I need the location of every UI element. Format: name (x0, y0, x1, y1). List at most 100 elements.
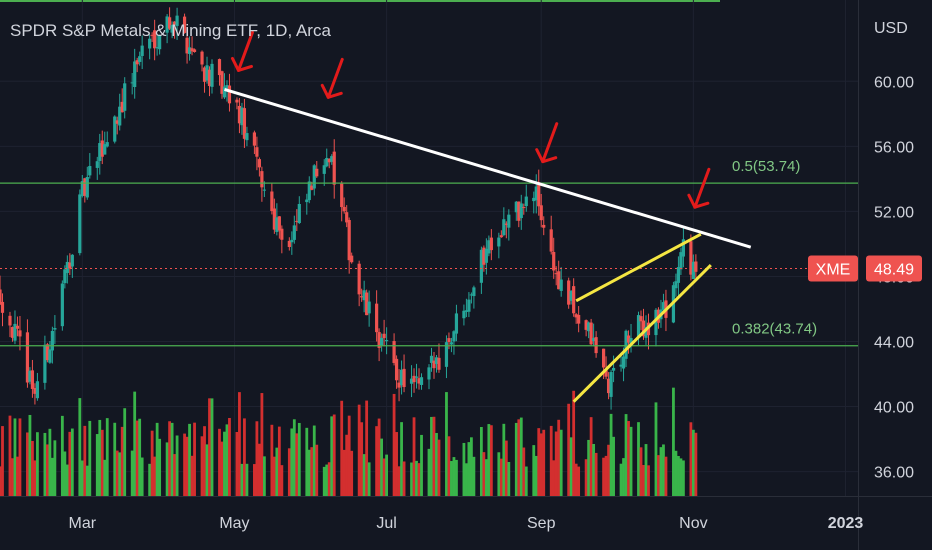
candle-body (427, 367, 431, 380)
volume-bar (467, 442, 471, 496)
volume-bar (150, 430, 154, 496)
candle-body (577, 314, 581, 324)
volume-bar (45, 444, 49, 496)
volume-bar (472, 456, 476, 496)
candle-body (295, 220, 299, 222)
volume-bar (185, 436, 189, 496)
wedge-lower-line (572, 264, 712, 403)
candle-body (357, 263, 361, 295)
candle-body (499, 235, 503, 238)
candle-body (205, 65, 209, 81)
symbol-tag-label: XME (816, 261, 851, 278)
candle-body (382, 333, 386, 339)
volume-bar (602, 457, 605, 496)
candle-body (384, 339, 389, 342)
candle-body (275, 217, 279, 232)
volume-bar (277, 426, 281, 496)
volume-bar (534, 455, 538, 496)
volume-bar (205, 444, 209, 496)
arrow-shaft (236, 30, 254, 72)
volume-bar (549, 425, 553, 496)
candle-body (691, 261, 695, 279)
candle-body (245, 133, 249, 141)
candle-body (539, 205, 543, 221)
candle-body (589, 322, 593, 345)
candle-body (676, 267, 681, 283)
volume-bar (240, 463, 244, 496)
volume-bar (238, 392, 241, 496)
volume-bar (138, 418, 142, 496)
candle-body (210, 63, 214, 87)
volume-bar (482, 452, 486, 496)
volume-bar (26, 432, 29, 496)
price-tick-label: 56.00 (874, 139, 914, 156)
candle-body (60, 283, 64, 327)
candle-body (312, 165, 316, 189)
candle-body (392, 341, 396, 363)
volume-bar (397, 466, 401, 496)
candle-body (103, 144, 107, 155)
volume-bar (350, 450, 354, 496)
volume-bar (330, 416, 334, 496)
volume-bar (622, 458, 625, 496)
candle-body (168, 17, 172, 29)
candle-body (429, 355, 434, 363)
volume-bar (168, 421, 172, 496)
volume-bar (115, 450, 119, 496)
candle-body (277, 216, 281, 231)
candle-body (434, 357, 439, 364)
candle-body (135, 60, 139, 65)
volume-bar (123, 408, 127, 496)
volume-bar (517, 419, 521, 496)
candle-body (482, 247, 486, 265)
volume-bar (584, 459, 588, 496)
candle-body (192, 49, 197, 53)
time-tick-label: Jul (376, 515, 396, 532)
candle-body (50, 330, 54, 351)
candle-body (310, 185, 314, 190)
red-arrow (230, 30, 254, 72)
volume-bar (365, 400, 369, 496)
candle-body (554, 273, 558, 275)
candle-body (469, 294, 474, 296)
volume-bar (208, 398, 211, 496)
volume-bar (1, 426, 4, 496)
candle-body (33, 388, 37, 394)
trend-line (224, 88, 752, 249)
volume-bar (691, 429, 695, 496)
volume-bar (360, 422, 364, 496)
volume-bar (694, 432, 698, 496)
volume-bar (647, 465, 650, 496)
volume-bar (567, 403, 571, 496)
candle-body (8, 315, 12, 326)
candle-body (654, 309, 658, 336)
volume-bar (50, 457, 54, 496)
candle-body (292, 225, 296, 240)
volume-bar (235, 431, 239, 496)
candle-body (472, 287, 476, 297)
arrow-shaft (326, 57, 344, 99)
volume-bar (48, 428, 52, 496)
candle-body (412, 375, 416, 383)
candle-body (63, 269, 67, 284)
candle-body (272, 208, 276, 230)
candle-body (567, 280, 571, 305)
volume-bar (183, 433, 186, 496)
candle-body (0, 289, 2, 305)
volume-bar (173, 454, 176, 496)
volume-bar (552, 460, 556, 496)
candle-body (537, 182, 541, 207)
candle-body (504, 223, 508, 225)
volume-bar (437, 439, 441, 496)
volume-bar (682, 460, 685, 496)
candle-body (417, 378, 421, 384)
volume-bar (574, 463, 578, 496)
volume-bar (484, 459, 488, 496)
time-axis: Mar May Jul Sep Nov 2023 (69, 515, 864, 532)
candle-body (30, 370, 35, 389)
arrow-head (320, 83, 343, 99)
volume-bar (105, 418, 109, 496)
volume-bar (63, 451, 67, 496)
candle-body (606, 378, 611, 394)
